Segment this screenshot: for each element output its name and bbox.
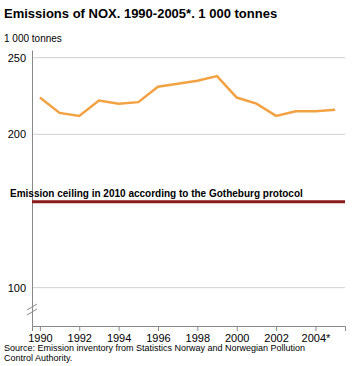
y-tick: 250 bbox=[8, 52, 32, 64]
x-tick-label: 1998 bbox=[186, 332, 210, 344]
x-tick-label: 1990 bbox=[28, 332, 52, 344]
x-tick: 2000 bbox=[225, 326, 249, 344]
chart: Emissions of NOX. 1990-2005*. 1 000 tonn… bbox=[0, 0, 363, 366]
data-line bbox=[40, 76, 335, 116]
x-tick-label: 1994 bbox=[107, 332, 131, 344]
y-tick: 200 bbox=[8, 128, 32, 140]
x-tick-mark bbox=[276, 326, 277, 331]
x-tick-label: 1992 bbox=[68, 332, 92, 344]
x-tick-mark bbox=[119, 326, 120, 331]
y-tick-label: 200 bbox=[8, 128, 26, 140]
x-axis-line bbox=[33, 327, 346, 332]
x-tick-mark bbox=[315, 326, 316, 331]
y-label: 1 000 tonnes bbox=[4, 33, 62, 44]
plot-area bbox=[32, 76, 345, 202]
x-tick-mark bbox=[197, 326, 198, 331]
x-tick-label: 2004* bbox=[302, 332, 331, 344]
grid bbox=[32, 58, 345, 288]
x-tick-label: 1996 bbox=[146, 332, 170, 344]
x-tick: 1998 bbox=[186, 326, 210, 344]
reference-line bbox=[32, 200, 345, 203]
x-tick-mark bbox=[40, 326, 41, 331]
source: Control Authority. bbox=[4, 353, 72, 363]
x-tick-mark bbox=[158, 326, 159, 331]
y-tick: 100 bbox=[8, 282, 32, 294]
axis-break bbox=[27, 309, 37, 315]
axis-break bbox=[27, 304, 37, 310]
x-tick: 1992 bbox=[68, 326, 92, 344]
x-tick: 1996 bbox=[146, 326, 170, 344]
x-tick: 1990 bbox=[28, 326, 52, 344]
x-tick: 1994 bbox=[107, 326, 131, 344]
reference-label: Emission ceiling in 2010 according to th… bbox=[10, 188, 303, 199]
y-tick-label: 100 bbox=[8, 282, 26, 294]
grid-line bbox=[32, 57, 345, 58]
x-tick: 2002 bbox=[264, 326, 288, 344]
x-tick-label: 2002 bbox=[264, 332, 288, 344]
x-tick-mark bbox=[79, 326, 80, 331]
x-tick: 2004* bbox=[302, 326, 331, 344]
title: Emissions of NOX. 1990-2005*. 1 000 tonn… bbox=[4, 6, 277, 21]
grid-line bbox=[32, 134, 345, 135]
source: Source: Emission inventory from Statisti… bbox=[4, 343, 305, 353]
x-tick-mark bbox=[237, 326, 238, 331]
x-axis: 1990 1992 1994 1996 1998 2000 2002 2004* bbox=[28, 326, 345, 344]
y-tick-label: 250 bbox=[8, 52, 26, 64]
x-tick-label: 2000 bbox=[225, 332, 249, 344]
grid-line bbox=[32, 287, 345, 288]
